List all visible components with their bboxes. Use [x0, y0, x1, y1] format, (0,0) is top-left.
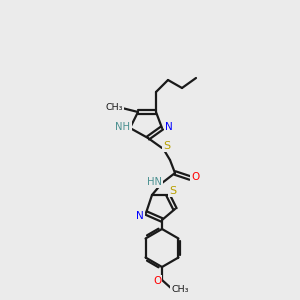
Text: HN: HN: [146, 177, 161, 187]
Text: O: O: [153, 276, 161, 286]
Text: CH₃: CH₃: [171, 284, 189, 293]
Text: S: S: [169, 186, 177, 196]
Text: NH: NH: [116, 122, 130, 132]
Text: CH₃: CH₃: [105, 103, 123, 112]
Text: S: S: [164, 141, 171, 151]
Text: N: N: [136, 211, 144, 221]
Text: N: N: [165, 122, 173, 132]
Text: O: O: [191, 172, 199, 182]
